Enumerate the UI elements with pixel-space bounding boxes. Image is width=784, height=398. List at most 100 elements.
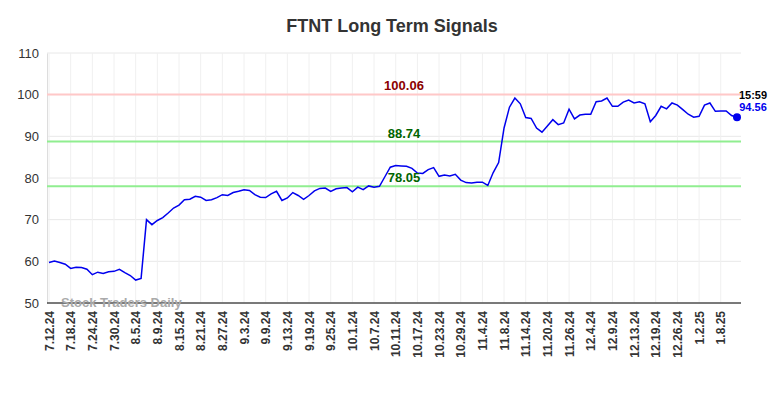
x-tick: 9.13.24 bbox=[281, 303, 295, 351]
x-tick: 11.26.24 bbox=[563, 303, 577, 357]
x-tick-label: 11.14.24 bbox=[519, 311, 533, 357]
x-tick: 8.27.24 bbox=[216, 303, 230, 351]
x-tick-label: 10.23.24 bbox=[433, 311, 447, 358]
y-axis: 50 60 70 80 90 100 110 bbox=[17, 46, 47, 311]
x-tick-label: 12.19.24 bbox=[649, 311, 663, 358]
x-tick-label: 1.8.25 bbox=[714, 311, 728, 345]
x-tick: 9.3.24 bbox=[238, 303, 252, 344]
x-tick: 7.30.24 bbox=[108, 303, 122, 351]
x-tick: 12.13.24 bbox=[628, 303, 642, 358]
y-tick-label: 90 bbox=[25, 129, 39, 144]
y-tick: 100 bbox=[17, 87, 47, 102]
y-tick-label: 70 bbox=[25, 212, 39, 227]
y-tick: 50 bbox=[25, 296, 47, 311]
x-grid-line bbox=[352, 53, 353, 303]
x-axis: 7.12.247.18.247.24.247.30.248.5.248.9.24… bbox=[43, 303, 741, 358]
x-grid-line bbox=[547, 53, 548, 303]
y-grid-line bbox=[47, 53, 741, 54]
y-tick: 110 bbox=[18, 46, 47, 61]
x-tick-label: 7.12.24 bbox=[43, 311, 57, 351]
x-tick: 7.24.24 bbox=[86, 303, 100, 351]
y-axis-line bbox=[47, 54, 48, 304]
x-tick-label: 9.25.24 bbox=[324, 311, 338, 351]
x-grid-line bbox=[504, 53, 505, 303]
x-grid-line bbox=[157, 53, 158, 303]
y-tick: 70 bbox=[25, 212, 47, 227]
plot-area bbox=[47, 94, 741, 280]
watermark: Stock Traders Daily bbox=[61, 295, 182, 310]
x-tick: 10.17.24 bbox=[411, 303, 425, 358]
x-tick-label: 7.30.24 bbox=[108, 311, 122, 351]
x-tick: 12.9.24 bbox=[606, 303, 620, 351]
x-grid-line bbox=[114, 53, 115, 303]
x-tick-label: 10.1.24 bbox=[346, 311, 360, 351]
x-tick-label: 8.15.24 bbox=[173, 311, 187, 351]
x-tick-label: 12.4.24 bbox=[584, 311, 598, 351]
signal-line bbox=[47, 93, 741, 95]
last-point bbox=[733, 113, 741, 121]
x-tick: 12.19.24 bbox=[649, 303, 663, 358]
x-grid-line bbox=[460, 53, 461, 303]
x-grid-line bbox=[699, 53, 700, 303]
signal-label: 100.06 bbox=[384, 78, 424, 93]
x-tick-label: 10.17.24 bbox=[411, 311, 425, 358]
x-grid-line bbox=[330, 53, 331, 303]
x-tick: 11.8.24 bbox=[498, 303, 512, 350]
x-tick: 11.20.24 bbox=[541, 303, 555, 357]
x-grid-line bbox=[309, 53, 310, 303]
x-tick: 11.4.24 bbox=[476, 303, 490, 350]
x-tick-label: 8.27.24 bbox=[216, 311, 230, 351]
y-tick: 90 bbox=[25, 129, 47, 144]
y-grid-line bbox=[47, 261, 741, 262]
x-tick-label: 1.2.25 bbox=[693, 311, 707, 345]
y-grid-line bbox=[47, 219, 741, 220]
y-tick: 60 bbox=[25, 254, 47, 269]
chart: FTNT Long Term Signals50607080901001107.… bbox=[0, 0, 784, 398]
last-value-label: 94.56 bbox=[739, 101, 767, 113]
x-tick: 9.19.24 bbox=[303, 303, 317, 351]
y-tick-label: 60 bbox=[25, 254, 39, 269]
signal-label: 88.74 bbox=[388, 126, 421, 141]
x-tick-label: 7.18.24 bbox=[64, 311, 78, 351]
x-tick-label: 12.26.24 bbox=[671, 311, 685, 358]
x-tick: 10.1.24 bbox=[346, 303, 360, 351]
signal-label: 78.05 bbox=[388, 170, 421, 185]
x-tick-label: 10.29.24 bbox=[454, 311, 468, 358]
x-grid-line bbox=[200, 53, 201, 303]
x-tick-label: 10.7.24 bbox=[368, 311, 382, 351]
price-line bbox=[49, 98, 737, 280]
x-tick: 1.2.25 bbox=[693, 303, 707, 344]
y-tick-label: 110 bbox=[18, 46, 39, 61]
x-tick-label: 9.3.24 bbox=[238, 311, 252, 345]
x-grid-line bbox=[612, 53, 613, 303]
x-tick: 12.4.24 bbox=[584, 303, 598, 351]
signal-line bbox=[47, 185, 741, 187]
x-tick: 9.25.24 bbox=[324, 303, 338, 351]
x-tick-label: 9.9.24 bbox=[259, 311, 273, 345]
x-tick: 9.9.24 bbox=[259, 303, 273, 344]
x-tick-label: 11.8.24 bbox=[498, 311, 512, 351]
x-grid-line bbox=[439, 53, 440, 303]
x-tick-label: 11.26.24 bbox=[563, 311, 577, 357]
y-tick: 80 bbox=[25, 171, 47, 186]
x-grid-line bbox=[569, 53, 570, 303]
x-grid-line bbox=[287, 53, 288, 303]
x-grid-line bbox=[222, 53, 223, 303]
y-tick-label: 80 bbox=[25, 171, 39, 186]
x-grid-line bbox=[482, 53, 483, 303]
x-tick: 1.8.25 bbox=[714, 303, 728, 344]
x-grid-line bbox=[135, 53, 136, 303]
x-tick: 10.7.24 bbox=[368, 303, 382, 351]
y-grid-line bbox=[47, 94, 741, 95]
x-tick-label: 9.19.24 bbox=[303, 311, 317, 351]
x-grid-line bbox=[265, 53, 266, 303]
x-tick: 8.21.24 bbox=[194, 303, 208, 351]
x-tick: 7.12.24 bbox=[43, 303, 57, 351]
grid bbox=[47, 53, 741, 303]
x-grid-line bbox=[677, 53, 678, 303]
x-tick: 12.26.24 bbox=[671, 303, 685, 358]
x-grid-line bbox=[92, 53, 93, 303]
x-grid-line bbox=[634, 53, 635, 303]
x-tick: 10.23.24 bbox=[433, 303, 447, 358]
x-tick-label: 9.13.24 bbox=[281, 311, 295, 351]
